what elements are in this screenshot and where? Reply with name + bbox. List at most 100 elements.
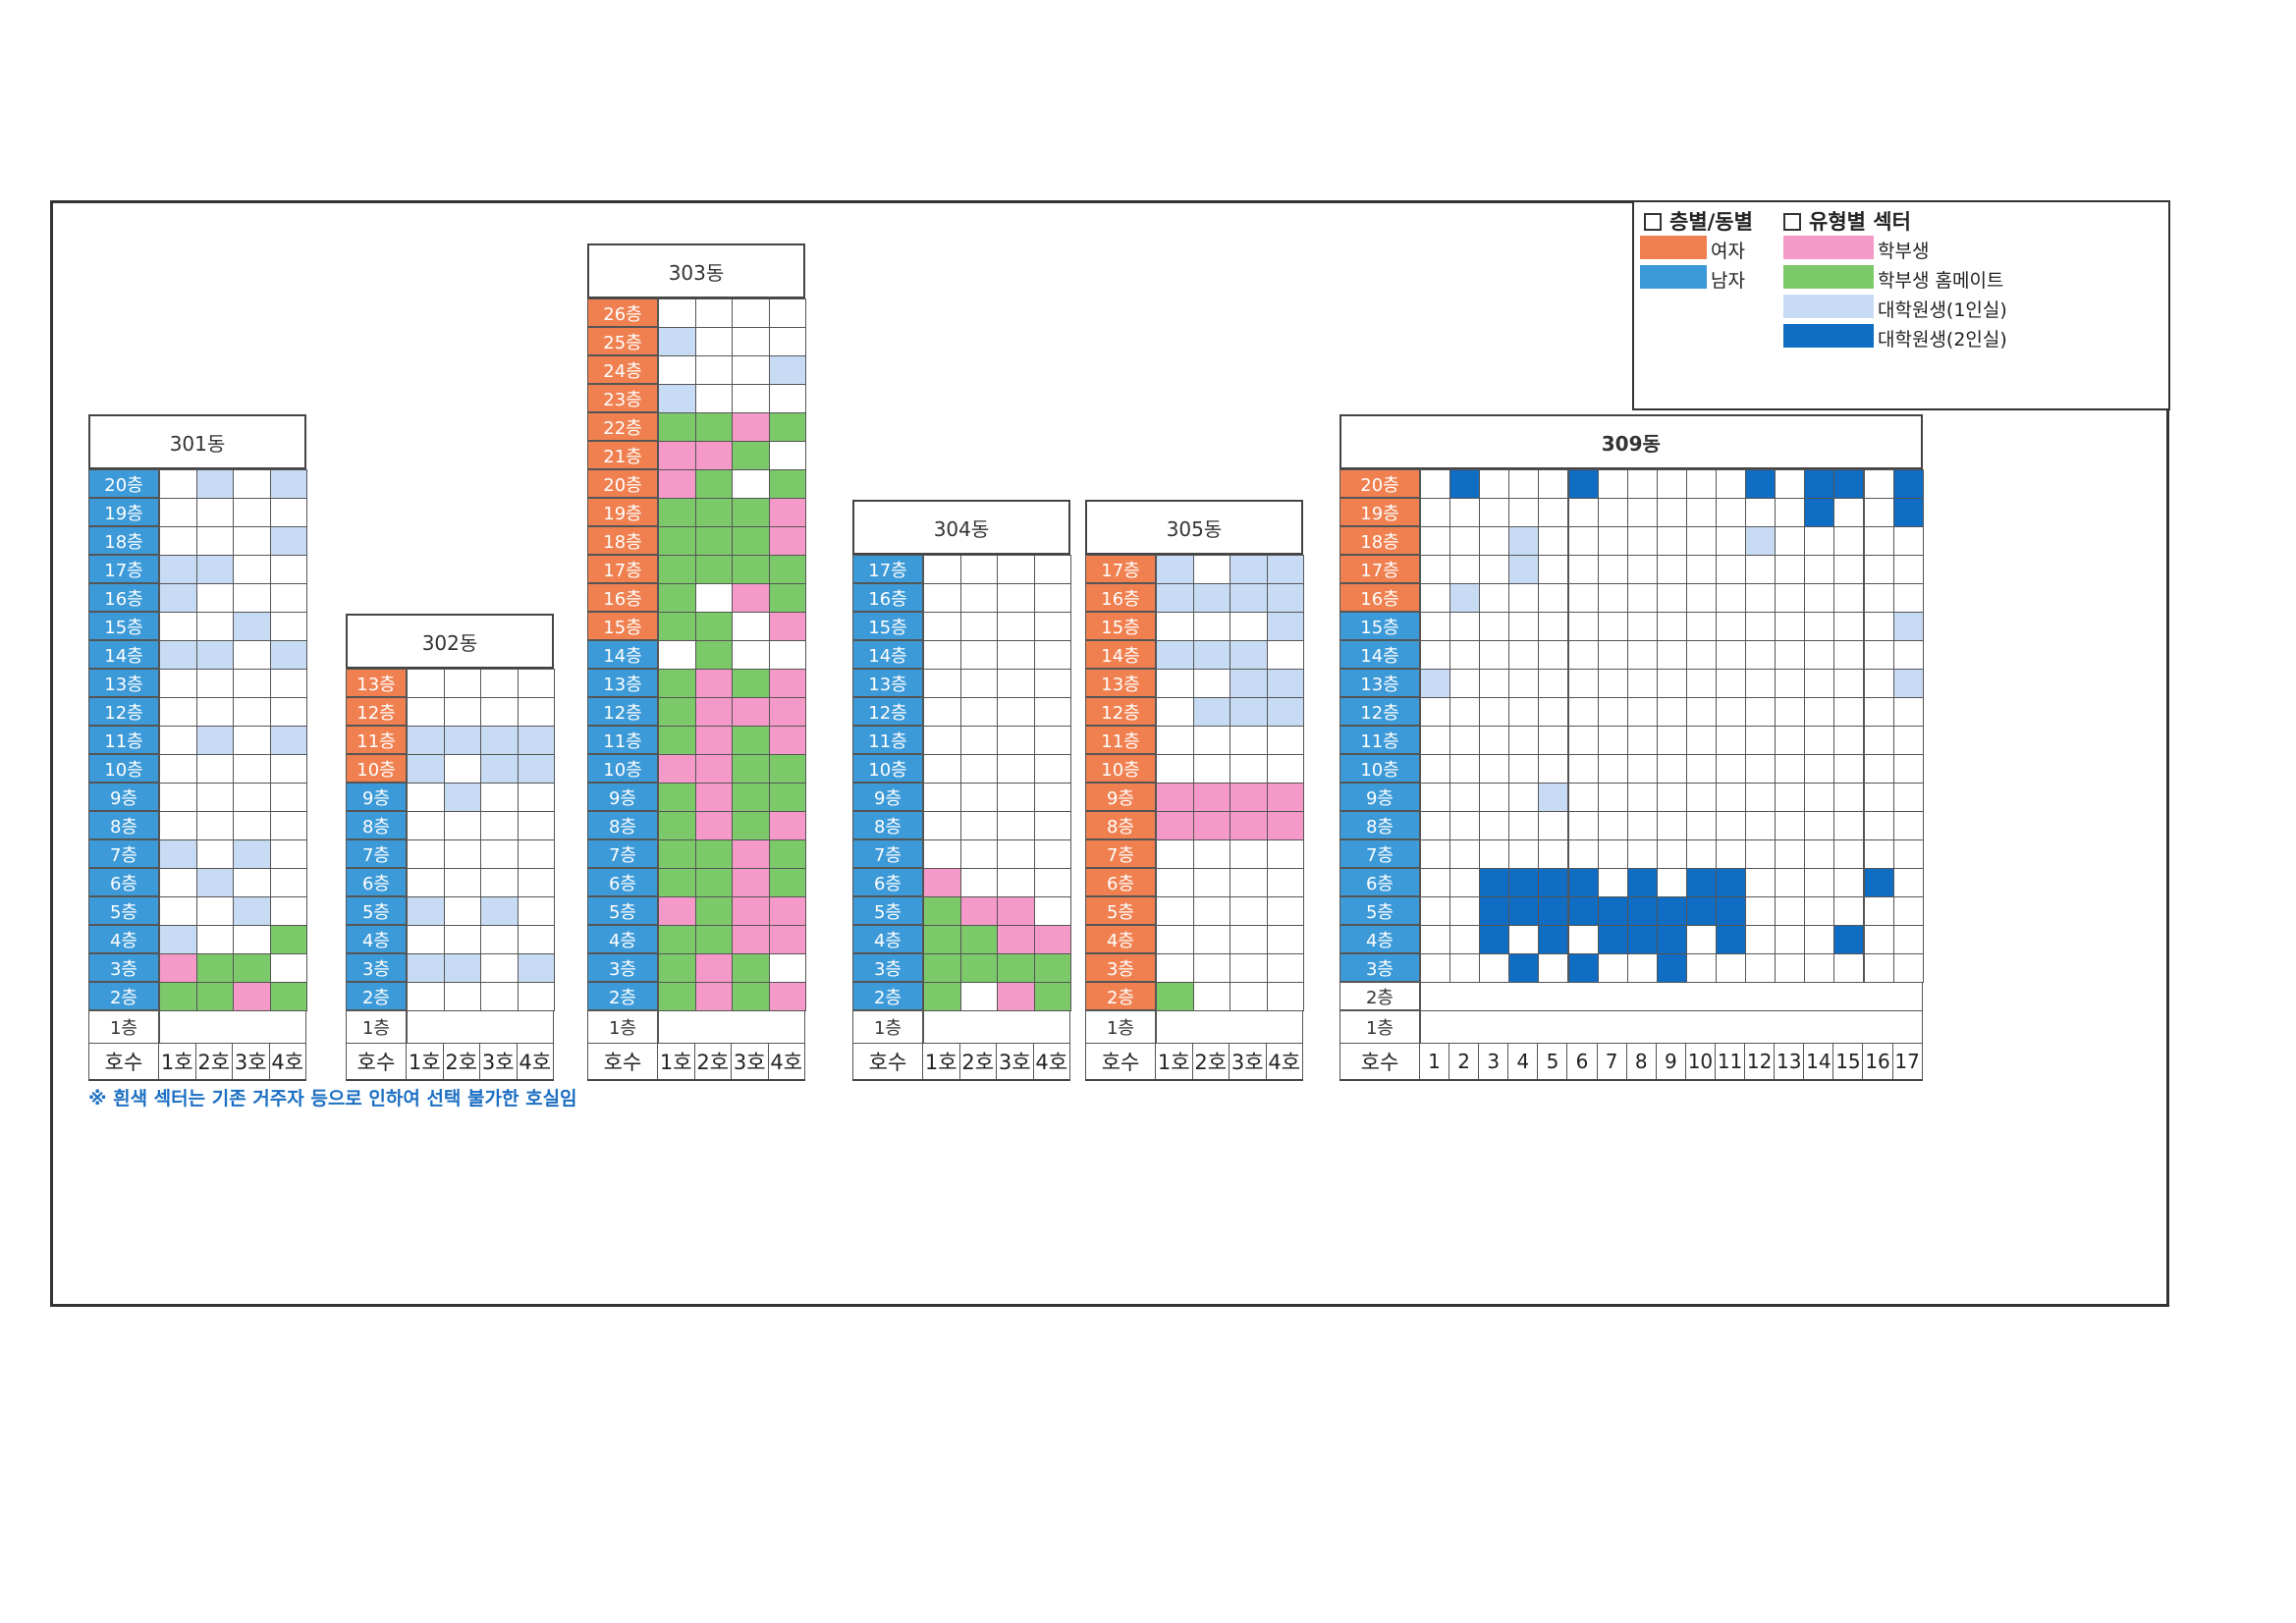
- room-cell: [658, 839, 696, 869]
- room-cell: [517, 697, 555, 727]
- room-cell: [732, 583, 770, 613]
- room-cell: [1567, 811, 1599, 840]
- unit-label: 3호: [732, 1044, 769, 1079]
- room-cell: [1033, 697, 1071, 727]
- room-cell: [1656, 811, 1687, 840]
- room-cell: [1775, 811, 1806, 840]
- floor-label: 8층: [346, 811, 407, 839]
- room-cell: [1716, 953, 1747, 983]
- unit-label: 4: [1508, 1044, 1539, 1079]
- room-cell: [1804, 469, 1835, 499]
- room-cell: [658, 640, 696, 670]
- room-cell: [768, 754, 806, 784]
- room-cell: [1567, 555, 1599, 584]
- unit-label: 10: [1686, 1044, 1716, 1079]
- checkbox-square-icon: [1783, 213, 1801, 231]
- room-cell: [694, 498, 733, 527]
- room-cell: [1479, 726, 1510, 755]
- room-cell: [694, 726, 733, 755]
- room-cell: [1567, 868, 1599, 897]
- room-cell: [658, 896, 696, 926]
- legend-label-female: 여자: [1711, 241, 1745, 262]
- room-cell: [1156, 726, 1194, 755]
- room-cell: [997, 953, 1035, 983]
- room-cell: [1892, 583, 1924, 613]
- room-cell: [768, 953, 806, 983]
- unit-label: 2호: [960, 1044, 997, 1079]
- floor-label: 12층: [346, 697, 407, 726]
- room-cell: [233, 498, 271, 527]
- room-cell: [517, 754, 555, 784]
- room-cell: [517, 669, 555, 698]
- unit-label: 15: [1833, 1044, 1864, 1079]
- floor-label: 16층: [88, 583, 159, 612]
- floor-label: 23층: [587, 384, 658, 412]
- room-cell: [1626, 925, 1658, 954]
- floor-label: 11층: [88, 726, 159, 754]
- room-cell: [1266, 982, 1304, 1011]
- room-cell: [195, 469, 234, 499]
- room-cell: [1716, 469, 1747, 499]
- room-cell: [1538, 583, 1569, 613]
- unit-label: 17: [1893, 1044, 1923, 1079]
- room-cell: [517, 783, 555, 812]
- unit-label: 4호: [1034, 1044, 1070, 1079]
- room-cell: [1538, 640, 1569, 670]
- room-cell: [269, 896, 307, 926]
- room-cell: [959, 583, 998, 613]
- room-cell: [1567, 783, 1599, 812]
- room-cell: [195, 896, 234, 926]
- room-cell: [269, 469, 307, 499]
- floor-label: 16층: [852, 583, 923, 612]
- room-cell: [269, 612, 307, 641]
- room-cell: [517, 811, 555, 840]
- floor-label: 12층: [1339, 697, 1420, 726]
- legend-section-floor-building: 층별/동별: [1644, 206, 1753, 236]
- floor-label: 17층: [852, 555, 923, 583]
- room-cell: [923, 669, 961, 698]
- room-cell: [1230, 839, 1268, 869]
- room-cell: [768, 355, 806, 385]
- floor-label: 26층: [587, 298, 658, 327]
- room-cell: [1449, 839, 1481, 869]
- room-cell: [1685, 783, 1717, 812]
- unit-label: 1호: [923, 1044, 960, 1079]
- room-cell: [1685, 583, 1717, 613]
- room-cell: [1033, 868, 1071, 897]
- room-cell: [195, 982, 234, 1011]
- floor-label: 4층: [587, 925, 658, 953]
- first-floor-row: [159, 1010, 306, 1044]
- room-cell: [1775, 896, 1806, 926]
- room-cell: [195, 726, 234, 755]
- room-cell: [1656, 640, 1687, 670]
- room-cell: [269, 839, 307, 869]
- floor-label: 3층: [1339, 953, 1420, 982]
- room-cell: [768, 839, 806, 869]
- room-cell: [768, 868, 806, 897]
- unit-header-label: 호수: [88, 1044, 159, 1079]
- room-cell: [959, 555, 998, 584]
- room-cell: [1716, 754, 1747, 784]
- room-cell: [1892, 669, 1924, 698]
- footer-underline: [587, 1079, 805, 1081]
- room-cell: [1685, 754, 1717, 784]
- room-cell: [1230, 925, 1268, 954]
- room-cell: [1804, 669, 1835, 698]
- room-cell: [480, 754, 519, 784]
- room-cell: [1449, 697, 1481, 727]
- room-cell: [1892, 498, 1924, 527]
- room-cell: [1716, 498, 1747, 527]
- room-cell: [959, 640, 998, 670]
- room-cell: [1775, 868, 1806, 897]
- room-cell: [1597, 896, 1628, 926]
- room-cell: [1716, 612, 1747, 641]
- room-cell: [1192, 612, 1230, 641]
- floor-label: 19층: [587, 498, 658, 526]
- room-cell: [407, 925, 445, 954]
- room-cell: [1745, 526, 1777, 556]
- room-cell: [1597, 669, 1628, 698]
- room-cell: [269, 726, 307, 755]
- room-cell: [1192, 982, 1230, 1011]
- floor-label: 10층: [852, 754, 923, 783]
- room-cell: [1656, 612, 1687, 641]
